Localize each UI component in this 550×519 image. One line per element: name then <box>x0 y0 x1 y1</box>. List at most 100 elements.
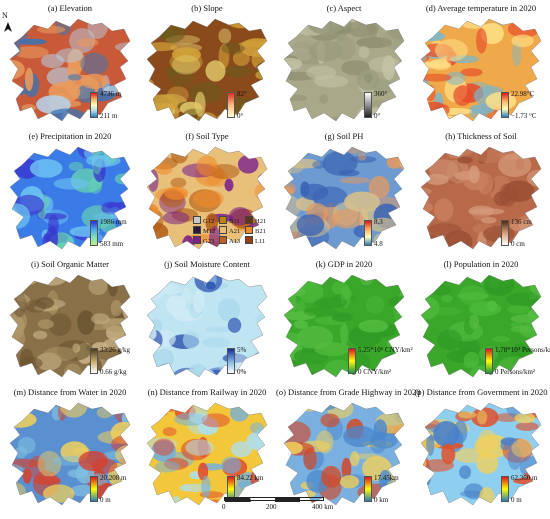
map-panel: (g) Soil PH 8.3 4.8 <box>276 130 412 258</box>
legend-color-ramp <box>501 476 509 502</box>
map-panel: (f) Soil Type G12 B11 H21 M12 A21 B21 G23 A13 L11 <box>139 130 275 258</box>
map-image <box>9 146 131 250</box>
legend: 33.26 g/kg 0.66 g/kg <box>90 346 150 378</box>
map-panel: (l) Population in 2020 1.78*10⁴ Persons/k… <box>413 258 550 386</box>
soil-type-swatch <box>219 226 227 234</box>
scale-label-0: 0 <box>222 503 226 511</box>
panel-title: (a) Elevation <box>47 3 93 13</box>
map-image <box>146 402 268 506</box>
legend-min-label: 0 Persons/km² <box>495 368 536 376</box>
soil-type-item: A13 <box>219 236 245 246</box>
legend-max-label: 84.22 km <box>237 474 264 482</box>
legend: 62,360 m 0 m <box>501 474 550 506</box>
legend-max-label: 1986 mm <box>100 218 127 226</box>
legend-max-label: 82° <box>237 90 247 98</box>
map-panel: (h) Thickness of Soil 136 cm 0 cm <box>413 130 549 258</box>
soil-type-label: B11 <box>229 218 240 225</box>
soil-type-swatch <box>219 216 227 224</box>
map-image <box>9 18 131 122</box>
panel-title: (n) Distance from Railway in 2020 <box>147 387 267 397</box>
legend: 17.45km 0 km <box>364 474 424 506</box>
soil-type-label: M12 <box>203 228 216 235</box>
map-panel: (m) Distance from Water in 2020 20,208 m 0… <box>2 386 138 514</box>
legend: 4736 m 211 m <box>90 90 150 122</box>
legend: 360° 0° <box>364 90 424 122</box>
legend: 5.25*10⁶ CNY/km² 0 CNY/km² <box>348 346 413 378</box>
map-image <box>283 18 405 122</box>
panel-title: (m) Distance from Water in 2020 <box>13 387 127 397</box>
legend-color-ramp <box>90 348 98 374</box>
map-panel: (b) Slope 82° 0° <box>139 2 275 130</box>
legend-max-label: 22.98°C <box>511 90 535 98</box>
legend-max-label: 17.45km <box>374 474 399 482</box>
legend-max-label: 62,360 m <box>511 474 538 482</box>
soil-type-item: B11 <box>219 216 245 226</box>
north-arrow-icon <box>4 22 12 32</box>
map-panel: (a) Elevation 4736 m 211 m <box>2 2 138 130</box>
panel-title: (e) Precipitation in 2020 <box>28 131 112 141</box>
soil-type-item: G12 <box>193 216 219 226</box>
legend-max-label: 20,208 m <box>100 474 127 482</box>
legend: 20,208 m 0 m <box>90 474 150 506</box>
map-panel: (j) Soil Moisture Content 5% 0% <box>139 258 275 386</box>
soil-type-item: H21 <box>245 216 271 226</box>
legend-color-ramp <box>227 348 235 374</box>
legend-color-ramp <box>485 348 493 374</box>
soil-type-label: G12 <box>203 218 215 225</box>
legend-min-label: 0 m <box>100 496 111 504</box>
scale-label-400: 400 km <box>312 503 334 511</box>
legend-max-label: 360° <box>374 90 388 98</box>
scale-segment <box>225 498 250 502</box>
soil-type-item: B21 <box>245 226 271 236</box>
legend-color-ramp <box>348 348 356 374</box>
legend: 1.78*10⁴ Persons/km² 0 Persons/km² <box>485 346 550 378</box>
map-panel: (o) Distance from Grade Highway in 2020 1… <box>276 386 420 514</box>
soil-type-legend: G12 B11 H21 M12 A21 B21 G23 A13 L11 <box>193 216 275 246</box>
map-panel: (n) Distance from Railway in 2020 84.22 k… <box>139 386 275 514</box>
legend: 5% 0% <box>227 346 287 378</box>
soil-type-item: L11 <box>245 236 271 246</box>
legend-min-label: 0 cm <box>511 240 525 248</box>
legend-max-label: 5.25*10⁶ CNY/km² <box>358 346 413 354</box>
map-image <box>9 402 131 506</box>
panel-title: (g) Soil PH <box>324 131 364 141</box>
soil-type-label: B21 <box>255 228 266 235</box>
soil-type-swatch <box>193 236 201 244</box>
scale-bar: 0 200 400 km <box>222 497 334 515</box>
legend-color-ramp <box>364 92 372 118</box>
map-image <box>283 402 405 506</box>
map-panel: (p) Distance from Government in 2020 62,3… <box>413 386 549 514</box>
legend: 136 cm 0 cm <box>501 218 550 250</box>
legend-min-label: 583 mm <box>100 240 124 248</box>
soil-type-label: H21 <box>255 218 267 225</box>
legend-min-label: 0 km <box>374 496 389 504</box>
panel-title: (k) GDP in 2020 <box>315 259 373 269</box>
soil-type-label: L11 <box>255 238 266 245</box>
panel-title: (p) Distance from Government in 2020 <box>414 387 548 397</box>
legend-min-label: 0% <box>237 368 247 376</box>
scale-line <box>224 497 324 502</box>
legend-color-ramp <box>364 476 372 502</box>
legend-min-label: 0 CNY/km² <box>358 368 392 376</box>
legend-min-label: 0 m <box>511 496 522 504</box>
map-panel: (d) Average temperature in 2020 22.98°C −1… <box>413 2 549 130</box>
map-image <box>420 146 542 250</box>
legend-min-label: 0° <box>237 112 244 120</box>
legend-min-label: 0.66 g/kg <box>100 368 127 376</box>
map-image <box>283 146 405 250</box>
legend-color-ramp <box>227 92 235 118</box>
map-panel: (k) GDP in 2020 5.25*10⁶ CNY/km² 0 CNY/km² <box>276 258 413 386</box>
soil-type-swatch <box>193 216 201 224</box>
legend-min-label: −1.73 °C <box>511 112 537 120</box>
map-image <box>146 18 268 122</box>
map-panel: (c) Aspect 360° 0° <box>276 2 412 130</box>
soil-type-label: A13 <box>229 238 241 245</box>
legend: 22.98°C −1.73 °C <box>501 90 550 122</box>
panel-title: (c) Aspect <box>326 3 362 13</box>
soil-type-item: A21 <box>219 226 245 236</box>
panel-title: (d) Average temperature in 2020 <box>425 3 537 13</box>
soil-type-label: G23 <box>203 238 215 245</box>
legend: 1986 mm 583 mm <box>90 218 150 250</box>
legend-max-label: 136 cm <box>511 218 532 226</box>
legend-min-label: 4.8 <box>374 240 383 248</box>
